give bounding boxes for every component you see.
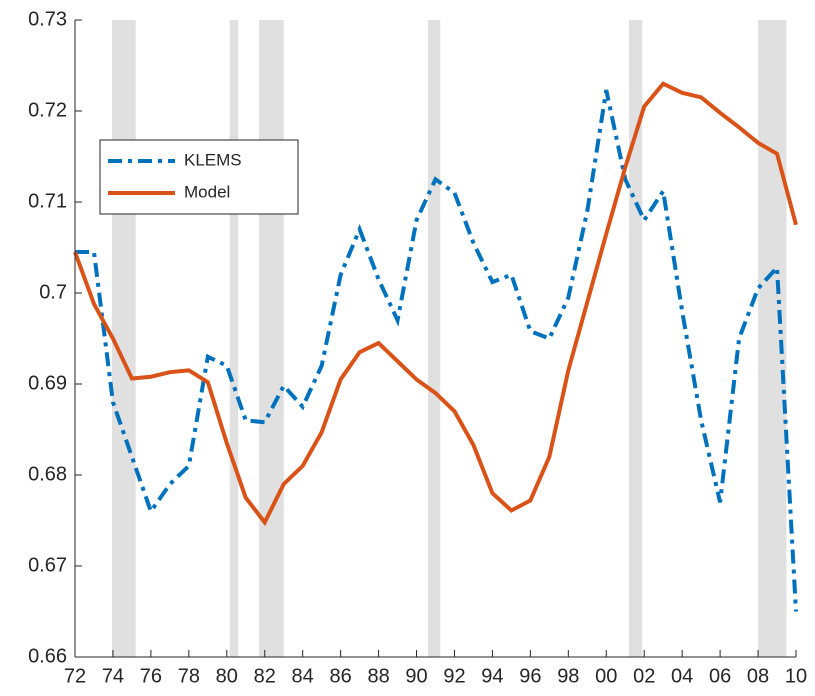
x-tick-label: 86 <box>330 665 352 687</box>
x-tick-label: 08 <box>747 665 769 687</box>
x-tick-label: 78 <box>178 665 200 687</box>
x-tick-label: 82 <box>254 665 276 687</box>
shaded-region <box>229 20 239 657</box>
x-tick-label: 02 <box>633 665 655 687</box>
x-tick-label: 92 <box>443 665 465 687</box>
y-tick-label: 0.73 <box>28 8 67 30</box>
x-tick-label: 72 <box>64 665 86 687</box>
x-tick-label: 76 <box>140 665 162 687</box>
x-tick-label: 90 <box>405 665 427 687</box>
y-tick-label: 0.67 <box>28 554 67 576</box>
x-tick-label: 84 <box>292 665 314 687</box>
x-tick-label: 88 <box>367 665 389 687</box>
legend-label: Model <box>184 182 230 201</box>
legend-label: KLEMS <box>184 150 242 169</box>
shaded-region <box>758 20 787 657</box>
x-tick-label: 10 <box>785 665 807 687</box>
x-tick-label: 96 <box>519 665 541 687</box>
x-tick-label: 94 <box>481 665 503 687</box>
y-tick-label: 0.72 <box>28 99 67 121</box>
x-tick-label: 00 <box>595 665 617 687</box>
y-tick-label: 0.68 <box>28 463 67 485</box>
y-tick-label: 0.71 <box>28 190 67 212</box>
shaded-region <box>427 20 441 657</box>
shaded-region <box>259 20 284 657</box>
y-tick-label: 0.69 <box>28 372 67 394</box>
line <box>73 81 798 527</box>
x-tick-label: 74 <box>102 665 124 687</box>
y-tick-label: 0.66 <box>28 645 67 667</box>
shaded-region <box>111 20 136 657</box>
x-tick-label: 80 <box>216 665 238 687</box>
x-tick-label: 98 <box>557 665 579 687</box>
legend-box <box>99 139 299 215</box>
y-tick-label: 0.7 <box>39 281 67 303</box>
x-tick-label: 06 <box>709 665 731 687</box>
x-tick-label: 04 <box>671 665 693 687</box>
shaded-region <box>629 20 643 657</box>
line <box>75 89 798 612</box>
